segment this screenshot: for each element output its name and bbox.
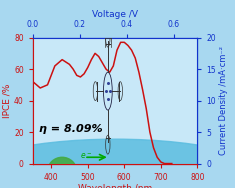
X-axis label: Voltage /V: Voltage /V [92, 10, 138, 19]
Y-axis label: IPCE /%: IPCE /% [2, 83, 11, 118]
Text: η = 8.09%: η = 8.09% [39, 124, 103, 134]
Text: $e^-$: $e^-$ [80, 152, 93, 161]
X-axis label: Wavelength /nm: Wavelength /nm [78, 184, 152, 188]
Y-axis label: Current Density /mA·cm⁻²: Current Density /mA·cm⁻² [219, 46, 228, 155]
Ellipse shape [47, 157, 77, 186]
Ellipse shape [0, 139, 235, 188]
Ellipse shape [90, 167, 108, 186]
